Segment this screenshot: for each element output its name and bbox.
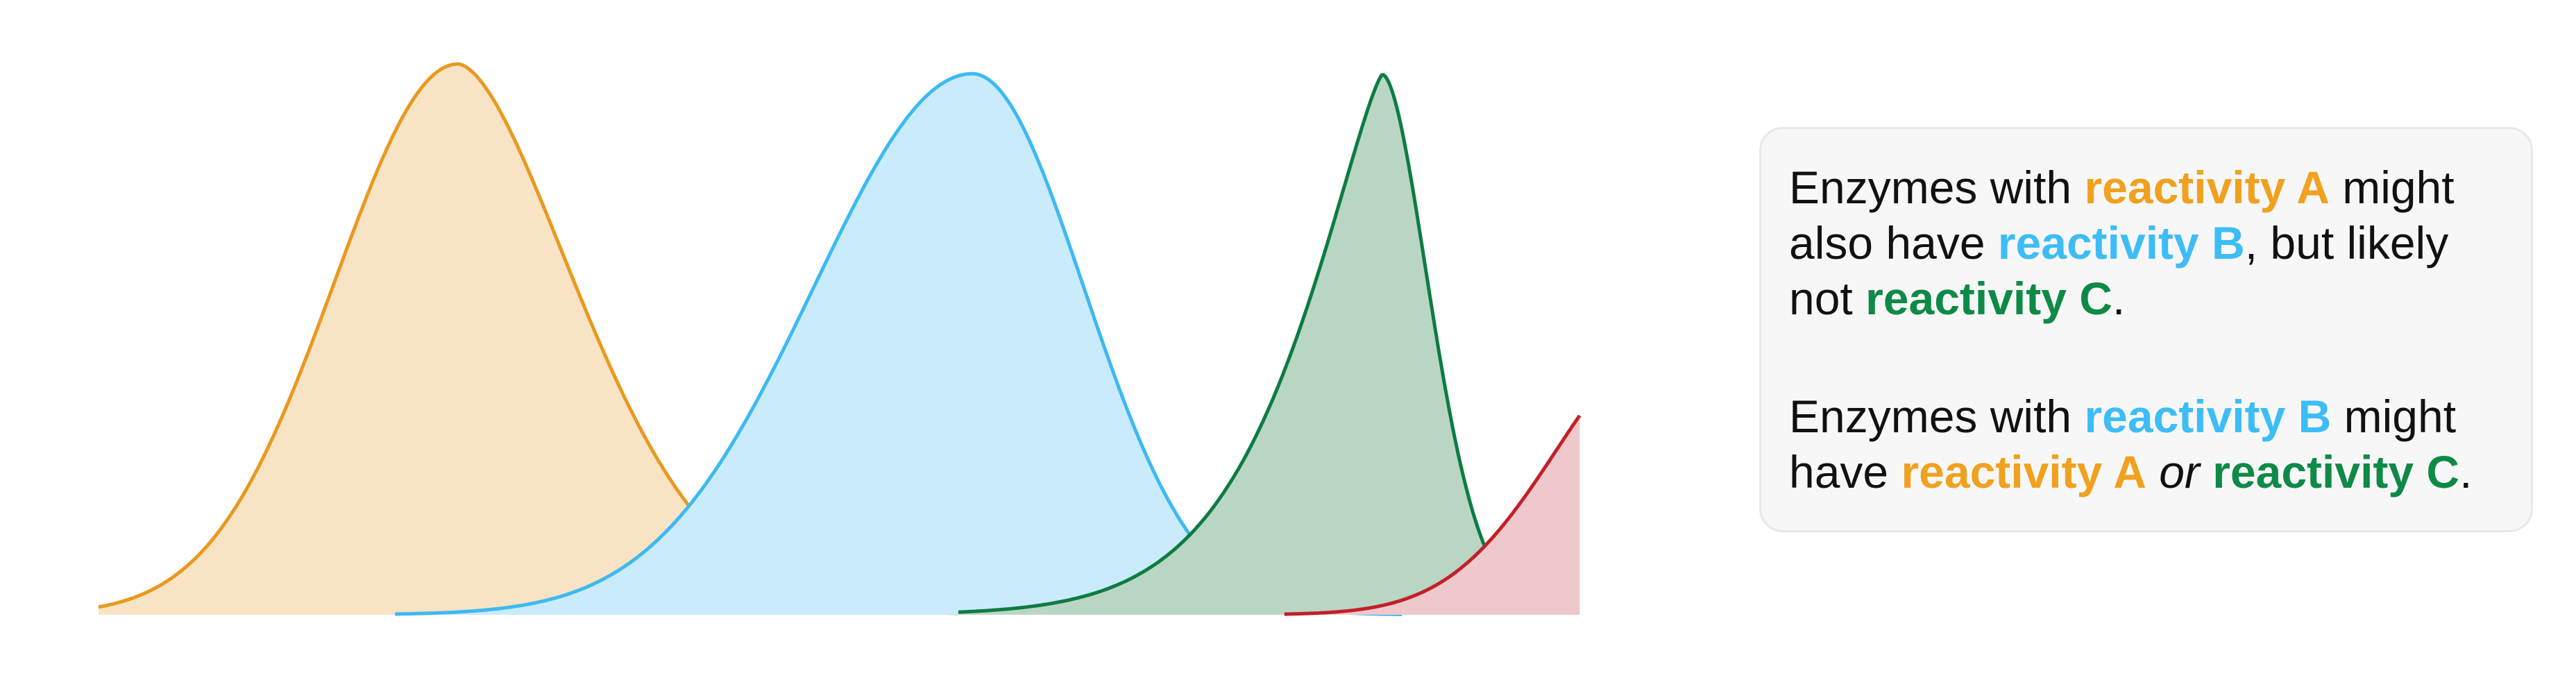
text-segment: might xyxy=(2329,162,2455,213)
text-segment: or xyxy=(2159,446,2200,497)
text-segment: reactivity A xyxy=(2084,162,2330,213)
text-segment: Enzymes with xyxy=(1789,391,2085,442)
text-segment: not xyxy=(1789,273,1866,324)
annotation-paragraph-1: Enzymes with reactivity A might also have… xyxy=(1789,160,2503,326)
text-segment: might xyxy=(2331,391,2457,442)
text-segment: also have xyxy=(1789,217,1998,269)
curve-c-line xyxy=(958,73,1566,615)
text-segment: , but likely xyxy=(2244,217,2449,269)
annotation-box: Enzymes with reactivity A might also have… xyxy=(1759,127,2533,532)
text-segment: reactivity C xyxy=(2212,446,2460,497)
text-segment: reactivity A xyxy=(1901,446,2146,497)
text-segment: . xyxy=(2112,273,2126,324)
text-segment: Enzymes with xyxy=(1789,162,2085,213)
text-segment: . xyxy=(2459,446,2473,497)
text-segment: reactivity B xyxy=(2084,391,2332,442)
text-segment: have xyxy=(1789,446,1901,497)
annotation-paragraph-2: Enzymes with reactivity B might have reac… xyxy=(1789,389,2503,500)
curve-a-area xyxy=(99,64,958,615)
curve-d-line xyxy=(1284,414,1582,616)
text-segment xyxy=(2200,446,2212,497)
text-segment: reactivity C xyxy=(1865,273,2112,324)
curve-d-area xyxy=(1284,415,1580,615)
curve-areas xyxy=(98,62,1582,616)
text-segment xyxy=(2146,446,2159,497)
text-segment: reactivity B xyxy=(1997,217,2245,269)
curve-c-area xyxy=(958,74,1565,615)
curve-b-area xyxy=(395,74,1403,615)
